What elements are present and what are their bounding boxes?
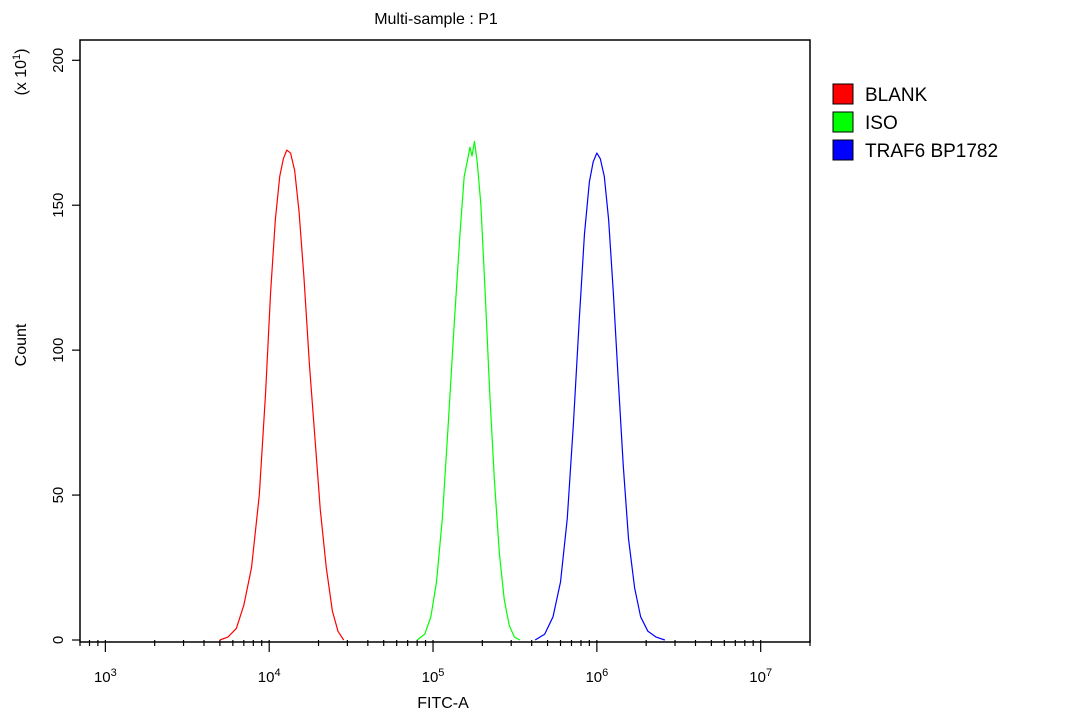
series-line-iso xyxy=(416,140,521,641)
y-tick-label: 50 xyxy=(50,487,67,504)
x-tick-label: 107 xyxy=(749,667,772,686)
y-tick-label: 150 xyxy=(50,193,67,218)
series-line-blank xyxy=(219,149,345,641)
legend-swatch xyxy=(832,139,854,161)
y-multiplier-text: (x 10 xyxy=(13,60,30,96)
y-tick-label: 0 xyxy=(50,636,67,644)
legend-label: BLANK xyxy=(865,85,928,106)
x-tick-label: 105 xyxy=(422,667,445,686)
y-axis-multiplier-label: (x 101) xyxy=(11,48,30,95)
x-tick-label: 106 xyxy=(585,667,608,686)
y-axis-label: Count xyxy=(13,323,30,366)
y-tick-label: 100 xyxy=(50,338,67,363)
x-axis-label: FITC-A xyxy=(417,695,469,712)
y-axis: 0 50 100 150 200 xyxy=(50,48,80,644)
y-tick-label: 200 xyxy=(50,48,67,73)
series-layer xyxy=(219,140,666,641)
legend-swatch xyxy=(832,83,854,105)
legend-swatch xyxy=(832,111,854,133)
y-multiplier-exp: 1 xyxy=(11,54,23,60)
series-line-traf6-bp1782 xyxy=(534,152,666,641)
legend-label: ISO xyxy=(865,113,898,134)
x-axis: 103 104 105 106 107 xyxy=(79,640,811,686)
plot-area-frame xyxy=(79,39,811,643)
legend: BLANK ISO TRAF6 BP1782 xyxy=(832,83,998,162)
x-tick-label: 103 xyxy=(94,667,117,686)
x-tick-label: 104 xyxy=(258,667,281,686)
legend-label: TRAF6 BP1782 xyxy=(865,141,998,162)
chart-title: Multi-sample : P1 xyxy=(374,11,498,28)
